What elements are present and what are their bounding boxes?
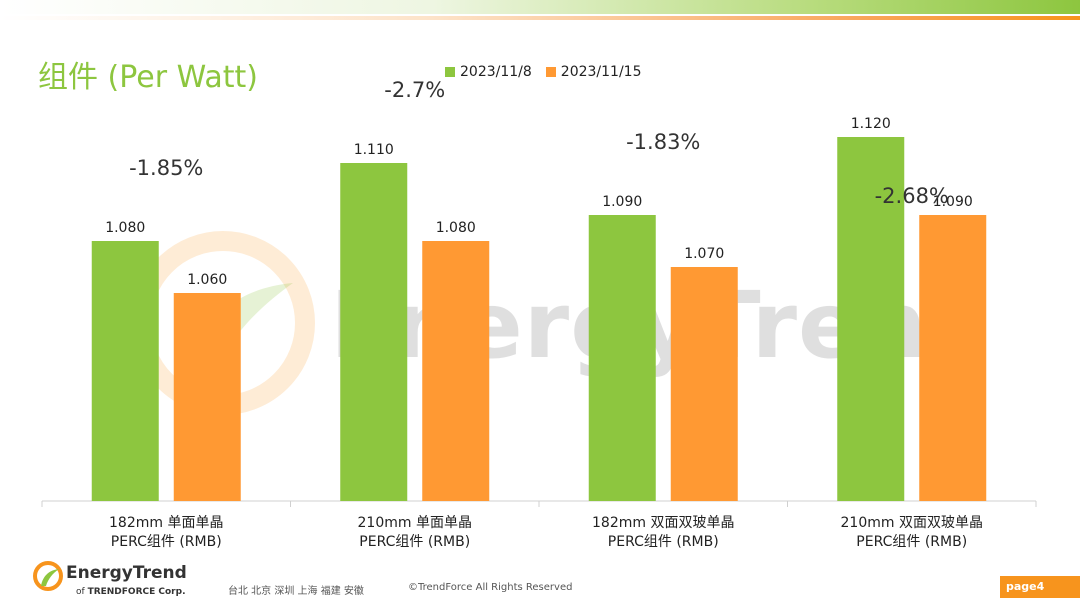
- bar-green: [588, 215, 656, 501]
- data-label: 1.090: [933, 194, 973, 210]
- chart-legend: 2023/11/8 2023/11/15: [445, 62, 656, 82]
- legend-item-series-2: 2023/11/15: [545, 64, 642, 80]
- page-title: 组件 (Per Watt): [38, 60, 258, 95]
- brand-logo: EnergyTrend of TRENDFORCE Corp.: [32, 560, 192, 602]
- x-tick-label: 182mm 单面单晶: [109, 515, 223, 531]
- page-number: page4: [1000, 576, 1080, 598]
- footer-copyright: ©TrendForce All Rights Reserved: [408, 582, 573, 593]
- bar-orange: [422, 241, 490, 501]
- brand-sub-prefix: of: [76, 587, 85, 597]
- top-banner: [0, 0, 1080, 22]
- change-annotation: -1.85%: [129, 156, 203, 180]
- energytrend-logo-icon: [33, 561, 63, 591]
- legend-swatch-green: [445, 67, 455, 77]
- x-tick-label: PERC组件 (RMB): [856, 534, 967, 550]
- legend-label: 2023/11/15: [560, 64, 642, 80]
- bar-green: [91, 241, 159, 501]
- change-annotation: -2.7%: [384, 78, 445, 102]
- data-label: 1.090: [602, 194, 642, 210]
- x-tick-label: 210mm 单面单晶: [358, 515, 472, 531]
- data-label: 1.080: [105, 220, 145, 236]
- bar-orange: [173, 293, 241, 501]
- bar-orange: [919, 215, 987, 501]
- x-tick-label: 210mm 双面双玻单晶: [841, 515, 983, 531]
- brand-sub-company: TRENDFORCE Corp.: [87, 587, 186, 597]
- data-label: 1.060: [187, 272, 227, 288]
- x-tick-label: 182mm 双面双玻单晶: [592, 515, 734, 531]
- data-label: 1.070: [684, 246, 724, 262]
- x-tick-label: PERC组件 (RMB): [608, 534, 719, 550]
- brand-subtitle: of TRENDFORCE Corp.: [76, 587, 186, 597]
- legend-swatch-orange: [545, 67, 556, 77]
- data-label: 1.110: [354, 142, 394, 158]
- x-tick-label: PERC组件 (RMB): [359, 534, 470, 550]
- x-tick-label: PERC组件 (RMB): [111, 534, 222, 550]
- data-label: 1.120: [851, 116, 891, 132]
- brand-name: EnergyTrend: [66, 563, 187, 583]
- change-annotation: -2.68%: [875, 184, 949, 208]
- top-banner-line: [0, 16, 1080, 20]
- legend-item-series-1: 2023/11/8: [445, 64, 532, 80]
- top-banner-gradient: [0, 0, 1080, 14]
- bar-orange: [670, 267, 738, 501]
- footer-cities: 台北 北京 深圳 上海 福建 安徽: [228, 586, 364, 597]
- bar-green: [837, 137, 905, 501]
- bar-green: [340, 163, 408, 501]
- legend-label: 2023/11/8: [460, 64, 532, 80]
- change-annotation: -1.83%: [626, 130, 700, 154]
- data-label: 1.080: [436, 220, 476, 236]
